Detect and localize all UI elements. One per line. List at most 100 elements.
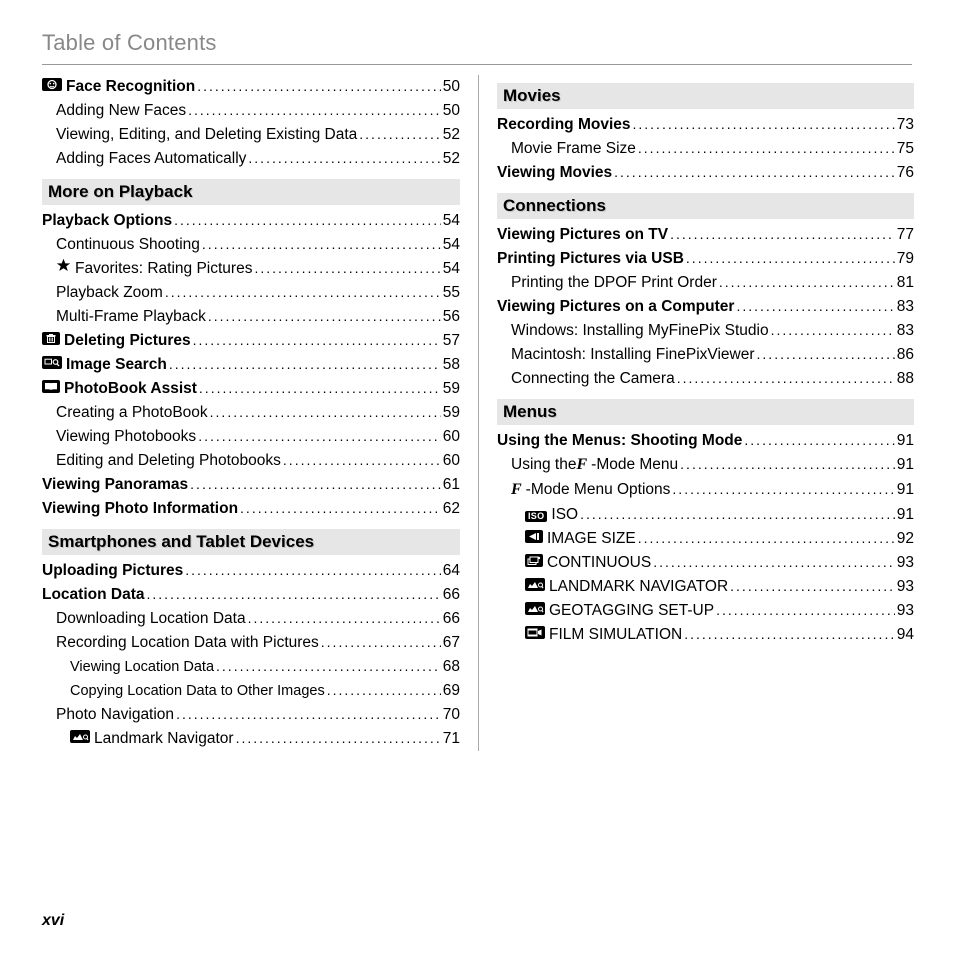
toc-page: 77 [897,223,914,247]
toc-leader-dots [580,503,895,527]
landmark-icon [70,730,90,743]
toc-entry: Using the F -Mode Menu91 [497,453,914,478]
toc-entry: Landmark Navigator71 [42,727,460,751]
toc-label: Viewing Location Data [70,656,214,678]
toc-page: 60 [443,449,460,473]
toc-leader-dots [208,305,441,329]
toc-page: 69 [443,679,460,703]
toc-leader-dots [719,271,895,295]
toc-label: Recording Movies [497,113,631,137]
toc-leader-dots [736,295,894,319]
toc-page: 91 [897,453,914,477]
toc-label: Editing and Deleting Photobooks [56,449,281,473]
f-icon: F [576,453,587,478]
toc-label: Adding Faces Automatically [56,147,246,171]
toc-page: 86 [897,343,914,367]
toc-entry: Printing Pictures via USB79 [497,247,914,271]
size-icon [525,530,543,543]
toc-label: Downloading Location Data [56,607,246,631]
toc-label: Printing Pictures via USB [497,247,684,271]
toc-page: 92 [897,527,914,551]
toc-leader-dots [633,113,895,137]
toc-leader-dots [165,281,441,305]
toc-entry: Creating a PhotoBook59 [42,401,460,425]
toc-page: 50 [443,99,460,123]
toc-label: Movie Frame Size [511,137,636,161]
toc-label: Recording Location Data with Pictures [56,631,319,655]
toc-leader-dots [684,623,895,647]
toc-label: CONTINUOUS [547,551,651,575]
toc-page: 54 [443,233,460,257]
toc-label: PhotoBook Assist [64,377,197,401]
toc-leader-dots [638,527,895,551]
toc-entry: Connecting the Camera88 [497,367,914,391]
toc-entry: CONTINUOUS93 [497,551,914,575]
toc-label: IMAGE SIZE [547,527,636,551]
toc-entry: ISO ISO91 [497,503,914,527]
toc-page: 55 [443,281,460,305]
toc-label: Viewing Panoramas [42,473,188,497]
toc-leader-dots [638,137,895,161]
toc-leader-dots [185,559,441,583]
toc-entry: Downloading Location Data66 [42,607,460,631]
toc-leader-dots [677,367,895,391]
toc-entry: Multi-Frame Playback56 [42,305,460,329]
star-icon [56,258,71,273]
toc-entry: Viewing Photo Information62 [42,497,460,521]
toc-label: Windows: Installing MyFinePix Studio [511,319,769,343]
iso-icon: ISO [525,511,547,522]
toc-leader-dots [327,679,441,703]
toc-leader-dots [653,551,895,575]
toc-label: Using the Menus: Shooting Mode [497,429,742,453]
toc-page: 62 [443,497,460,521]
toc-leader-dots [216,655,441,679]
toc-page: 56 [443,305,460,329]
toc-leader-dots [248,607,441,631]
toc-leader-dots [321,631,441,655]
toc-page: 91 [897,478,914,502]
landmark-icon [525,578,545,591]
toc-label: Deleting Pictures [64,329,191,353]
toc-leader-dots [686,247,895,271]
toc-entry: Uploading Pictures64 [42,559,460,583]
toc-entry: GEOTAGGING SET-UP93 [497,599,914,623]
toc-leader-dots [359,123,440,147]
toc-entry: Deleting Pictures57 [42,329,460,353]
toc-leader-dots [757,343,895,367]
toc-leader-dots [199,377,441,401]
toc-label-pre: Using the [511,453,576,477]
toc-label: Landmark Navigator [94,727,234,751]
toc-column-right: MoviesRecording Movies73Movie Frame Size… [478,75,914,751]
toc-leader-dots [193,329,441,353]
toc-leader-dots [190,473,441,497]
toc-page: 81 [897,271,914,295]
toc-leader-dots [210,401,441,425]
toc-leader-dots [240,497,441,521]
toc-entry: Viewing Pictures on a Computer83 [497,295,914,319]
f-icon: F [511,478,522,503]
toc-section-heading: Movies [497,83,914,109]
toc-label: Viewing, Editing, and Deleting Existing … [56,123,357,147]
toc-leader-dots [202,233,441,257]
geotag-icon [525,602,545,615]
toc-label: Adding New Faces [56,99,186,123]
toc-entry: Recording Movies 73 [497,113,914,137]
toc-leader-dots [188,99,441,123]
toc-entry: Macintosh: Installing FinePixViewer 86 [497,343,914,367]
toc-entry: Copying Location Data to Other Images69 [42,679,460,703]
toc-page: 58 [443,353,460,377]
toc-page: 68 [443,655,460,679]
toc-column-left: Face Recognition50Adding New Faces50View… [42,75,478,751]
toc-label: Connecting the Camera [511,367,675,391]
toc-label: Macintosh: Installing FinePixViewer [511,343,755,367]
toc-entry: Playback Options54 [42,209,460,233]
toc-page: 50 [443,75,460,99]
toc-entry: Viewing Panoramas61 [42,473,460,497]
toc-page: 93 [897,575,914,599]
toc-leader-dots [670,223,895,247]
toc-leader-dots [771,319,895,343]
toc-page: 73 [897,113,914,137]
toc-page: 54 [443,257,460,281]
toc-label: FILM SIMULATION [549,623,682,647]
toc-entry: Movie Frame Size75 [497,137,914,161]
